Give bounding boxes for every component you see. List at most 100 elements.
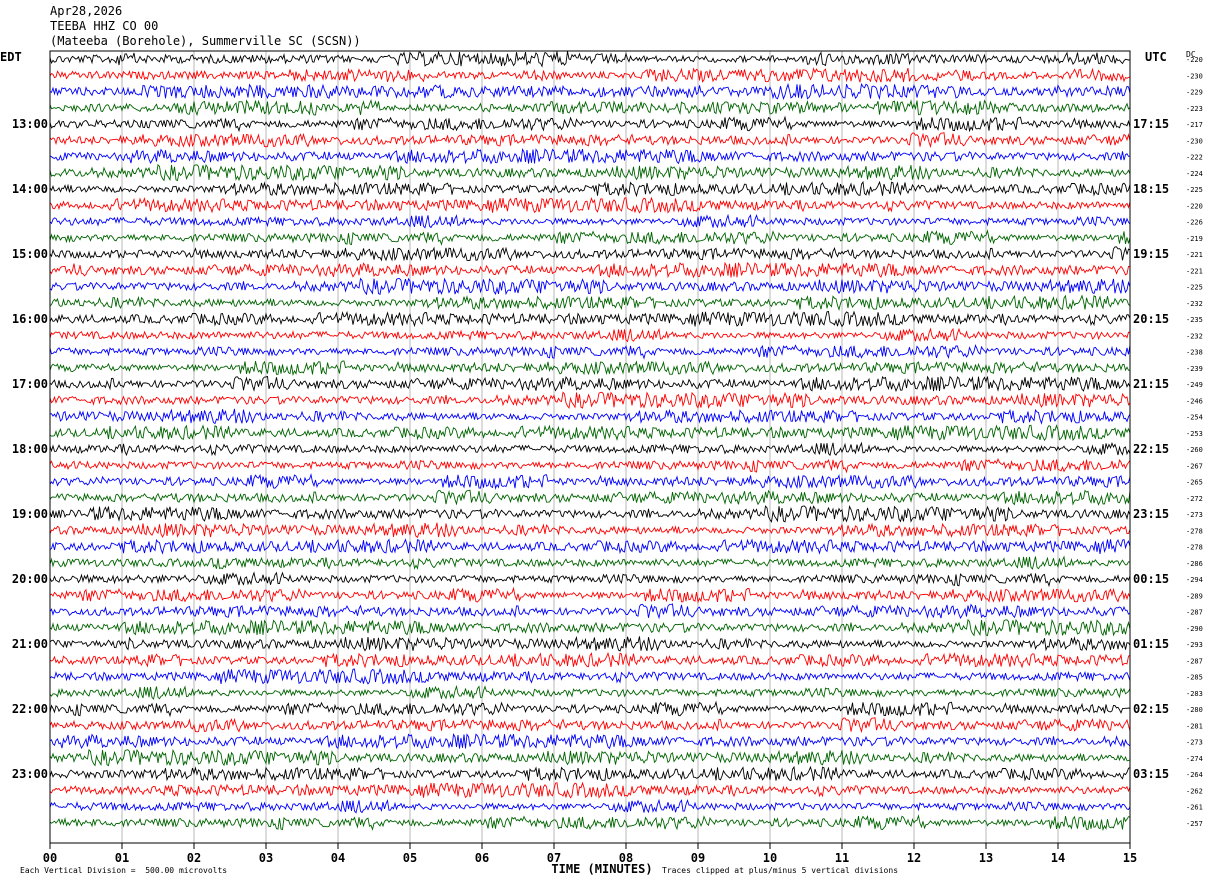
dc-offset-label: -257 (1186, 820, 1203, 828)
x-tick-label: 07 (547, 851, 561, 865)
trace-line (49, 781, 1131, 799)
x-tick-label: 09 (691, 851, 705, 865)
dc-offset-label: -232 (1186, 300, 1203, 308)
dc-offset-label: -289 (1186, 592, 1203, 600)
dc-offset-label: -274 (1186, 755, 1203, 763)
trace-line (49, 635, 1131, 652)
x-tick-label: 03 (259, 851, 273, 865)
left-hour-label: 15:00 (12, 247, 48, 261)
left-hour-label: 18:00 (12, 442, 48, 456)
x-axis-label: TIME (MINUTES) (551, 862, 652, 876)
dc-offset-label: -294 (1186, 576, 1203, 584)
left-hour-label: 21:00 (12, 637, 48, 651)
dc-offset-label: -239 (1186, 365, 1203, 373)
trace-line (49, 424, 1131, 442)
trace-line (49, 132, 1131, 149)
dc-offset-label: -223 (1186, 105, 1203, 113)
trace-line (49, 457, 1131, 474)
right-hour-labels: 17:15 18:15 19:15 20:15 21:15 22:15 23:15 00:15… (1133, 117, 1169, 781)
dc-offset-label: -278 (1186, 527, 1203, 535)
trace-line (49, 294, 1131, 312)
trace-line (49, 571, 1131, 588)
trace-line (49, 700, 1131, 718)
dc-offset-label: -222 (1186, 154, 1203, 162)
clip-note: Traces clipped at plus/minus 5 vertical … (662, 866, 899, 875)
dc-offset-label: -254 (1186, 414, 1203, 422)
left-hour-label: 17:00 (12, 377, 48, 391)
dc-offset-label: -249 (1186, 381, 1203, 389)
dc-offset-label: -267 (1186, 462, 1203, 470)
left-hour-label: 20:00 (12, 572, 48, 586)
dc-offset-label: -221 (1186, 251, 1203, 259)
dc-offset-label: -226 (1186, 219, 1203, 227)
dc-offset-label: -225 (1186, 186, 1203, 194)
dc-offset-label: -219 (1186, 235, 1203, 243)
dc-offset-label: -217 (1186, 121, 1203, 129)
trace-line (49, 310, 1131, 328)
x-tick-label: 14 (1051, 851, 1065, 865)
dc-offset-labels: -220 -230 -229 -223 -217 -230 -222 -224 -225 -220… (1186, 56, 1203, 828)
scale-note: Each Vertical Division = 500.00 microvol… (20, 866, 228, 875)
trace-line (49, 327, 1131, 343)
dc-offset-label: -293 (1186, 641, 1203, 649)
trace-line (49, 748, 1131, 767)
trace-line (49, 163, 1131, 182)
trace-line (49, 472, 1131, 490)
dc-offset-label: -220 (1186, 56, 1203, 64)
dc-offset-label: -221 (1186, 267, 1203, 275)
trace-line (49, 733, 1131, 750)
dc-offset-label: -272 (1186, 495, 1203, 503)
dc-offset-label: -280 (1186, 706, 1203, 714)
dc-offset-label: -273 (1186, 739, 1203, 747)
x-tick-label: 06 (475, 851, 489, 865)
dc-offset-label: -281 (1186, 722, 1203, 730)
trace-line (49, 814, 1131, 832)
right-timezone-label: UTC (1145, 50, 1167, 64)
dc-offset-label: -264 (1186, 771, 1203, 779)
right-hour-label: 17:15 (1133, 117, 1169, 131)
trace-line (49, 180, 1131, 198)
trace-line (49, 765, 1131, 783)
dc-offset-label: -287 (1186, 657, 1203, 665)
trace-line (49, 375, 1131, 393)
x-tick-label: 01 (115, 851, 129, 865)
trace-line (49, 82, 1131, 101)
location-label: (Mateeba (Borehole), Summerville SC (SCS… (50, 34, 361, 48)
left-timezone-label: EDT (0, 50, 22, 64)
trace-line (49, 538, 1131, 555)
dc-offset-label: -273 (1186, 511, 1203, 519)
x-axis-ticks: 00 01 02 03 04 05 06 07 08 09 10 11 12 13 14 15 (43, 843, 1137, 865)
right-hour-label: 21:15 (1133, 377, 1169, 391)
station-label: TEEBA HHZ CO 00 (50, 19, 159, 33)
right-hour-label: 23:15 (1133, 507, 1169, 521)
trace-line (49, 441, 1131, 457)
trace-line (49, 261, 1131, 279)
trace-line (49, 717, 1131, 734)
x-tick-label: 10 (763, 851, 777, 865)
dc-offset-label: -232 (1186, 332, 1203, 340)
dc-offset-label: -230 (1186, 137, 1203, 145)
right-hour-label: 18:15 (1133, 182, 1169, 196)
trace-line (49, 391, 1131, 409)
dc-offset-label: -225 (1186, 284, 1203, 292)
x-tick-label: 11 (835, 851, 849, 865)
left-hour-label: 16:00 (12, 312, 48, 326)
trace-line (49, 667, 1131, 685)
trace-line (49, 555, 1131, 570)
left-hour-label: 13:00 (12, 117, 48, 131)
dc-offset-label: -262 (1186, 787, 1203, 795)
right-hour-label: 01:15 (1133, 637, 1169, 651)
x-tick-label: 08 (619, 851, 633, 865)
dc-offset-label: -287 (1186, 609, 1203, 617)
trace-line (49, 522, 1131, 539)
trace-group (49, 50, 1131, 832)
trace-line (49, 229, 1131, 246)
trace-line (49, 99, 1131, 117)
trace-line (49, 148, 1131, 165)
x-tick-label: 13 (979, 851, 993, 865)
dc-offset-label: -224 (1186, 170, 1203, 178)
trace-line (49, 651, 1131, 669)
trace-line (49, 586, 1131, 604)
right-hour-label: 22:15 (1133, 442, 1169, 456)
